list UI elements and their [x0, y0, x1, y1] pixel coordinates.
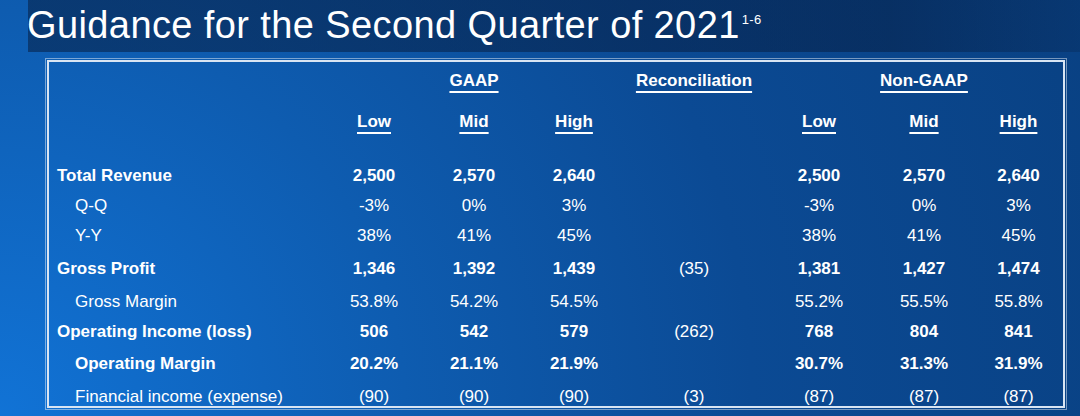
table-row: Q-Q-3%0%3%-3%0%3% — [49, 190, 1063, 220]
nongaap-high-cell: 841 — [974, 323, 1063, 340]
nongaap-high-cell: 55.8% — [974, 293, 1063, 310]
nongaap-mid-cell: 31.3% — [874, 355, 974, 372]
gaap-high-cell: 3% — [524, 197, 624, 214]
nongaap-high-cell: (87) — [974, 388, 1063, 405]
column-group-non-gaap: Non-GAAP — [880, 71, 968, 91]
nongaap-low-cell: 2,500 — [764, 167, 874, 184]
nongaap-low-cell: 1,381 — [764, 260, 874, 277]
nongaap-high-cell: 3% — [974, 197, 1063, 214]
column-header-nongaap-mid: Mid — [909, 112, 938, 132]
nongaap-low-cell: -3% — [764, 197, 874, 214]
table-group-header-row: GAAP Reconciliation Non-GAAP — [49, 62, 1063, 100]
row-label: Operating Income (loss) — [49, 323, 324, 340]
nongaap-mid-cell: 1,427 — [874, 260, 974, 277]
column-header-nongaap-high: High — [1000, 112, 1038, 132]
row-label: Gross Profit — [49, 260, 324, 277]
nongaap-low-cell: (87) — [764, 388, 874, 405]
gaap-mid-cell: 54.2% — [424, 293, 524, 310]
row-label: Y-Y — [49, 227, 324, 244]
gaap-mid-cell: 1,392 — [424, 260, 524, 277]
row-label: Q-Q — [49, 197, 324, 214]
column-header-gaap-high: High — [555, 112, 593, 132]
row-label: Operating Margin — [49, 355, 324, 372]
row-label: Total Revenue — [49, 167, 324, 184]
gaap-high-cell: 54.5% — [524, 293, 624, 310]
gaap-mid-cell: 542 — [424, 323, 524, 340]
gaap-low-cell: 1,346 — [324, 260, 424, 277]
table-subheader-row: Low Mid High Low Mid High — [49, 100, 1063, 144]
gaap-low-cell: (90) — [324, 388, 424, 405]
nongaap-high-cell: 2,640 — [974, 167, 1063, 184]
guidance-table: GAAP Reconciliation Non-GAAP Low Mid Hig… — [47, 60, 1065, 408]
nongaap-mid-cell: 2,570 — [874, 167, 974, 184]
header-body-spacer — [49, 144, 1063, 160]
nongaap-high-cell: 45% — [974, 227, 1063, 244]
gaap-mid-cell: 2,570 — [424, 167, 524, 184]
page-title-text: Guidance for the Second Quarter of 2021 — [27, 4, 740, 46]
nongaap-mid-cell: 804 — [874, 323, 974, 340]
table-row: Gross Margin53.8%54.2%54.5% 55.2%55.5%55.… — [49, 286, 1063, 316]
column-header-gaap-low: Low — [357, 112, 391, 132]
reconciliation-cell: (262) — [624, 323, 764, 340]
gaap-mid-cell: 0% — [424, 197, 524, 214]
table-body: Total Revenue2,5002,5702,6402,5002,5702,… — [49, 160, 1063, 412]
gaap-low-cell: 53.8% — [324, 293, 424, 310]
reconciliation-cell: (35) — [624, 260, 764, 277]
column-group-reconciliation: Reconciliation — [636, 71, 752, 91]
row-label: Financial income (expense) — [49, 388, 324, 405]
nongaap-low-cell: 55.2% — [764, 293, 874, 310]
gaap-mid-cell: 41% — [424, 227, 524, 244]
nongaap-mid-cell: 55.5% — [874, 293, 974, 310]
nongaap-mid-cell: 0% — [874, 197, 974, 214]
nongaap-mid-cell: 41% — [874, 227, 974, 244]
gaap-mid-cell: (90) — [424, 388, 524, 405]
gaap-low-cell: -3% — [324, 197, 424, 214]
nongaap-low-cell: 38% — [764, 227, 874, 244]
column-group-gaap: GAAP — [449, 71, 498, 91]
gaap-low-cell: 20.2% — [324, 355, 424, 372]
gaap-low-cell: 506 — [324, 323, 424, 340]
gaap-high-cell: (90) — [524, 388, 624, 405]
table-row: Financial income (expense)(90)(90)(90)(3… — [49, 380, 1063, 412]
row-label: Gross Margin — [49, 293, 324, 310]
table-row: Gross Profit1,3461,3921,439(35)1,3811,42… — [49, 250, 1063, 286]
nongaap-high-cell: 1,474 — [974, 260, 1063, 277]
reconciliation-cell: (3) — [624, 388, 764, 405]
table-row: Total Revenue2,5002,5702,6402,5002,5702,… — [49, 160, 1063, 190]
gaap-low-cell: 38% — [324, 227, 424, 244]
column-header-nongaap-low: Low — [802, 112, 836, 132]
gaap-high-cell: 21.9% — [524, 355, 624, 372]
slide: Guidance for the Second Quarter of 20211… — [0, 0, 1080, 416]
gaap-high-cell: 45% — [524, 227, 624, 244]
table-row: Y-Y38%41%45%38%41%45% — [49, 220, 1063, 250]
table-row: Operating Income (loss)506542579(262)768… — [49, 316, 1063, 346]
gaap-high-cell: 579 — [524, 323, 624, 340]
column-header-gaap-mid: Mid — [459, 112, 488, 132]
page-title: Guidance for the Second Quarter of 20211… — [27, 4, 762, 47]
gaap-high-cell: 1,439 — [524, 260, 624, 277]
gaap-high-cell: 2,640 — [524, 167, 624, 184]
gaap-mid-cell: 21.1% — [424, 355, 524, 372]
nongaap-low-cell: 768 — [764, 323, 874, 340]
gaap-low-cell: 2,500 — [324, 167, 424, 184]
table-row: Operating Margin20.2%21.1%21.9% 30.7%31.3… — [49, 346, 1063, 380]
page-title-footnote-superscript: 1-6 — [742, 12, 762, 27]
nongaap-mid-cell: (87) — [874, 388, 974, 405]
nongaap-high-cell: 31.9% — [974, 355, 1063, 372]
nongaap-low-cell: 30.7% — [764, 355, 874, 372]
